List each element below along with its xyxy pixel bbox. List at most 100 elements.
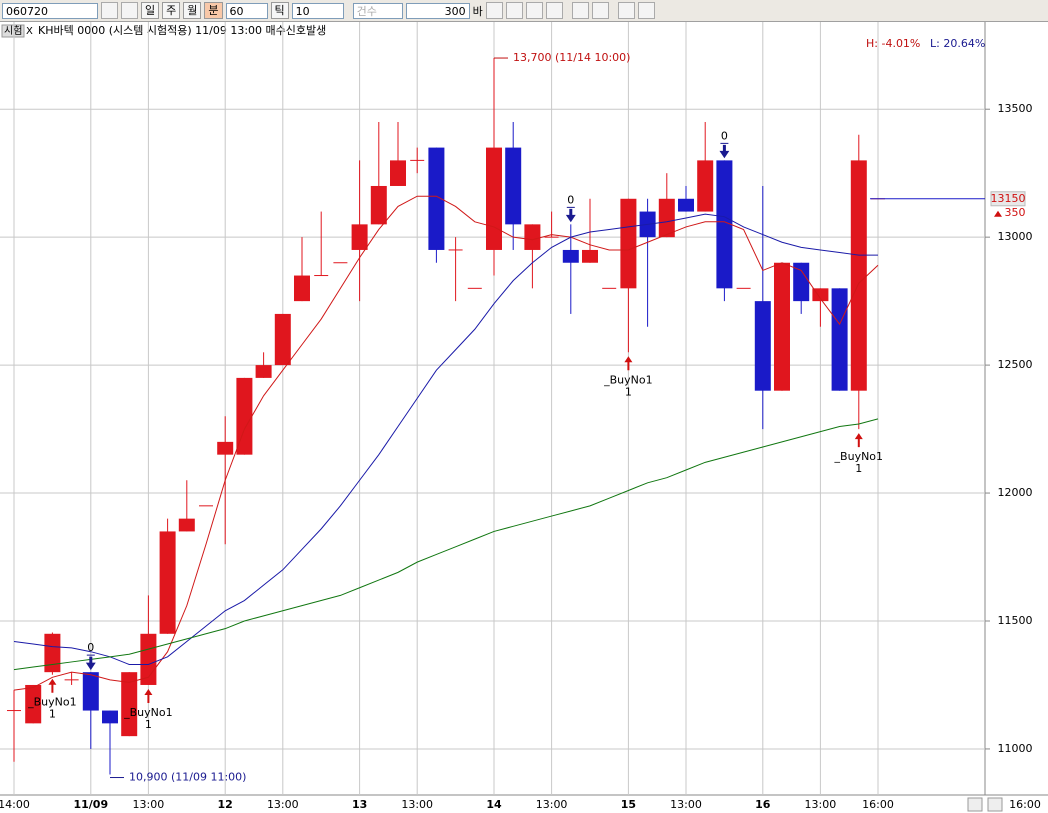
buy-arrow [854, 433, 863, 448]
tool-icon[interactable] [571, 2, 589, 19]
buy-count: 1 [145, 718, 152, 731]
period-button[interactable]: 분 [204, 2, 223, 19]
x-tick-label: 12 [218, 798, 233, 811]
tool-icon[interactable] [591, 2, 609, 19]
last-price: 13150 [991, 192, 1026, 205]
moving-average [13, 195, 879, 691]
tool-icon[interactable] [505, 2, 523, 19]
sell-arrow [565, 206, 576, 223]
sell-label: 0 [567, 193, 574, 206]
search-icon[interactable] [101, 2, 118, 19]
sell-label: 0 [721, 129, 728, 142]
buy-label: _BuyNo1 [27, 696, 77, 709]
x-tick-label: 16:00 [862, 798, 894, 811]
x-tick-label: 13:00 [267, 798, 299, 811]
code-box[interactable]: 060720 [2, 2, 98, 19]
count-box[interactable]: 300 [405, 2, 470, 19]
tool-icon[interactable] [525, 2, 543, 19]
x-tick-label: 15 [621, 798, 636, 811]
x-tick-label: 14 [486, 798, 502, 811]
buy-count: 1 [49, 708, 56, 721]
candle-body [524, 224, 541, 250]
moving-average [13, 213, 878, 665]
candle-body [774, 262, 790, 391]
sell-arrow [85, 654, 96, 671]
candle-body [678, 198, 694, 212]
tick-button[interactable]: 틱 [270, 2, 289, 19]
candle-body [178, 518, 195, 532]
candle-body [716, 160, 733, 289]
candle-body [428, 147, 445, 250]
edit-icon[interactable] [967, 797, 983, 812]
candle-body [274, 313, 291, 366]
candle-body [562, 249, 579, 263]
bar-label: 바 [472, 4, 483, 18]
candle-body [850, 160, 867, 391]
buy-label: _BuyNo1 [603, 373, 653, 386]
y-tick-label: 13000 [998, 230, 1033, 243]
x-tick-label: 16 [755, 798, 771, 811]
buy-arrow [48, 678, 57, 693]
tag: 시험 [4, 25, 22, 37]
buy-count: 1 [855, 462, 862, 475]
buy-count: 1 [625, 385, 632, 398]
change: 350 [1005, 206, 1026, 219]
y-tick-label: 11000 [998, 742, 1033, 755]
x-tick-label: 13:00 [670, 798, 702, 811]
count-label[interactable]: 건수 [352, 2, 403, 19]
tick-box[interactable]: 10 [291, 2, 344, 19]
last-price-box [990, 191, 1026, 207]
period-button[interactable]: 일 [141, 2, 160, 19]
candle-body [351, 224, 368, 250]
candle-body [25, 684, 42, 724]
search-icon[interactable] [121, 2, 138, 19]
candle-body [582, 249, 598, 263]
candle-body [294, 275, 310, 302]
candle-body [620, 198, 637, 289]
buy-arrow [144, 688, 153, 703]
y-tick-label: 12500 [998, 358, 1033, 371]
candle-body [370, 185, 387, 225]
candle-body [217, 441, 234, 455]
low-pct: L: 20.64% [930, 37, 985, 50]
candle-body [831, 288, 848, 391]
candle-body [159, 531, 176, 634]
candle-body [658, 198, 675, 238]
x-tick-label: 13:00 [401, 798, 433, 811]
buy-label: _BuyNo1 [834, 450, 884, 463]
buy-arrow [624, 356, 633, 371]
x-tick-label: 14:00 [0, 798, 30, 811]
close-button[interactable]: X [26, 26, 33, 37]
period-button[interactable]: 주 [162, 2, 181, 19]
minutes-box[interactable]: 60 [225, 2, 268, 19]
high-pct: H: -4.01% [866, 37, 920, 50]
x-tick-label: 13 [352, 798, 367, 811]
moving-average [13, 418, 879, 671]
x-tick-label: 11/09 [73, 798, 108, 811]
y-tick-label: 12000 [998, 486, 1033, 499]
zoom-icon[interactable] [987, 797, 1003, 812]
candle-body [505, 147, 522, 225]
candle-body [102, 710, 118, 724]
y-tick-label: 13500 [998, 102, 1033, 115]
candle-body [82, 672, 99, 711]
candle-body [812, 288, 829, 302]
tool-icon[interactable] [637, 2, 655, 19]
tool-icon[interactable] [485, 2, 503, 19]
right-time: 16:00 [1009, 798, 1041, 811]
low-note: 10,900 (11/09 11:00) [129, 771, 246, 784]
x-tick-label: 13:00 [805, 798, 837, 811]
x-tick-label: 13:00 [536, 798, 568, 811]
candle-body [754, 301, 771, 391]
candle-body [697, 160, 714, 212]
period-button[interactable]: 월 [183, 2, 202, 19]
candle-body [44, 633, 61, 673]
tool-icon[interactable] [617, 2, 635, 19]
candle-body [793, 262, 810, 302]
y-tick-label: 11500 [998, 614, 1033, 627]
info-text: KH바텍 0000 (시스템 시험적용) 11/09 13:00 매수신호발생 [38, 24, 326, 37]
tool-icon[interactable] [545, 2, 563, 19]
candle-body [236, 377, 253, 455]
